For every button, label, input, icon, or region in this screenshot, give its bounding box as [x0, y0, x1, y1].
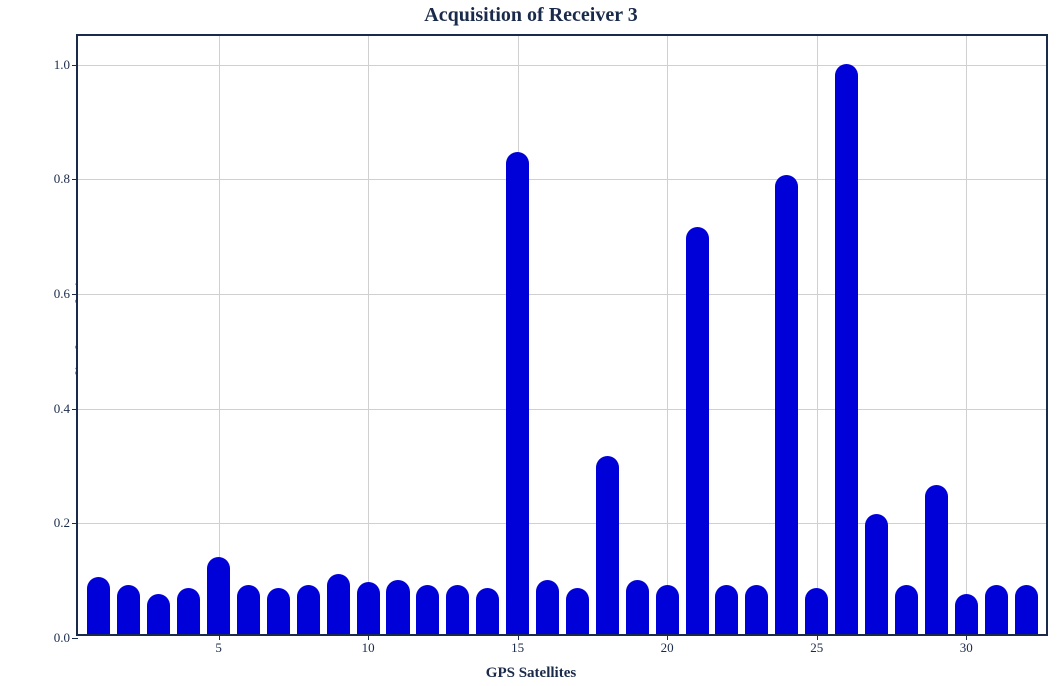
chart-title: Acquisition of Receiver 3: [0, 4, 1062, 27]
bar: [865, 514, 888, 634]
gridline-vertical: [667, 36, 668, 634]
bar: [566, 588, 589, 634]
bar: [506, 152, 529, 634]
bar: [476, 588, 499, 634]
gridline-vertical: [368, 36, 369, 634]
bar: [267, 588, 290, 634]
gridline-vertical: [817, 36, 818, 634]
bar: [357, 582, 380, 634]
xtick-label: 20: [661, 640, 674, 656]
bar: [775, 175, 798, 634]
bar: [656, 585, 679, 634]
bar: [297, 585, 320, 634]
bar: [536, 580, 559, 634]
xtick-label: 10: [362, 640, 375, 656]
ytick-mark: [72, 638, 78, 639]
ytick-mark: [72, 294, 78, 295]
ytick-label: 0.8: [54, 171, 70, 187]
ytick-label: 1.0: [54, 57, 70, 73]
gridline-horizontal: [78, 294, 1046, 295]
chart-container: Acquisition of Receiver 3 Normalized Cor…: [0, 0, 1062, 686]
bar: [117, 585, 140, 634]
bar: [207, 557, 230, 634]
xtick-label: 15: [511, 640, 524, 656]
bar: [626, 580, 649, 634]
plot-area: 0.00.20.40.60.81.051015202530: [76, 34, 1048, 636]
xtick-label: 30: [960, 640, 973, 656]
bar: [147, 594, 170, 634]
ytick-label: 0.4: [54, 401, 70, 417]
gridline-horizontal: [78, 409, 1046, 410]
ytick-mark: [72, 65, 78, 66]
bar: [416, 585, 439, 634]
bar: [805, 588, 828, 634]
bar: [686, 227, 709, 634]
ytick-label: 0.0: [54, 630, 70, 646]
gridline-vertical: [966, 36, 967, 634]
bar: [985, 585, 1008, 634]
bar: [715, 585, 738, 634]
bar: [1015, 585, 1038, 634]
ytick-label: 0.6: [54, 286, 70, 302]
xtick-label: 5: [215, 640, 222, 656]
xtick-label: 25: [810, 640, 823, 656]
gridline-horizontal: [78, 523, 1046, 524]
gridline-horizontal: [78, 179, 1046, 180]
ytick-mark: [72, 179, 78, 180]
bar: [87, 577, 110, 634]
bar: [835, 64, 858, 634]
ytick-mark: [72, 409, 78, 410]
bar: [596, 456, 619, 634]
bar: [386, 580, 409, 634]
bar: [925, 485, 948, 634]
bar: [327, 574, 350, 634]
ytick-mark: [72, 523, 78, 524]
bar: [237, 585, 260, 634]
x-axis-label: GPS Satellites: [0, 665, 1062, 682]
bar: [177, 588, 200, 634]
gridline-vertical: [219, 36, 220, 634]
bar: [895, 585, 918, 634]
bar: [446, 585, 469, 634]
bar: [745, 585, 768, 634]
ytick-label: 0.2: [54, 515, 70, 531]
gridline-horizontal: [78, 65, 1046, 66]
bar: [955, 594, 978, 634]
